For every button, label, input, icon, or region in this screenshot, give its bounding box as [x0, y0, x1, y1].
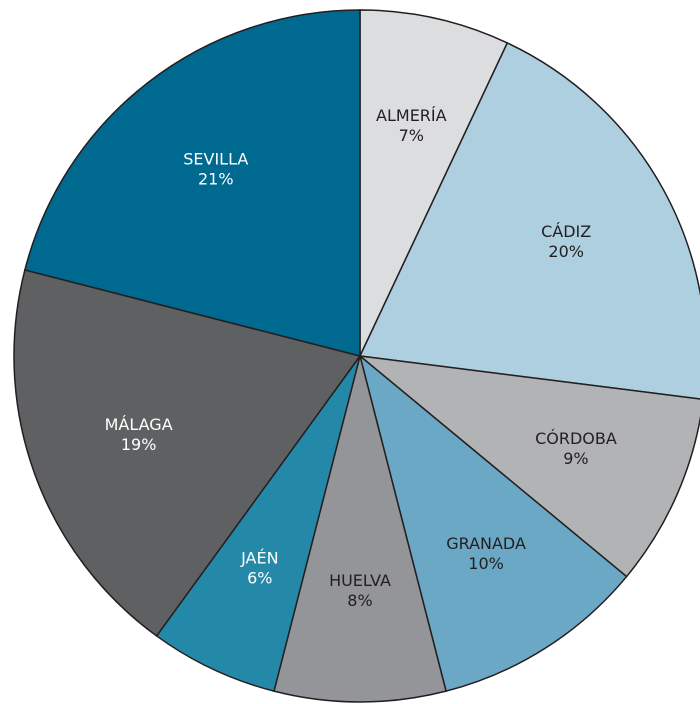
slice-value-label: 21%: [198, 170, 234, 189]
slice-value-label: 9%: [563, 449, 588, 468]
slice-value-label: 19%: [121, 435, 157, 454]
slice-label: CÁDIZ: [541, 222, 591, 241]
pie-slice: [358, 353, 628, 693]
pie-slice: [155, 355, 361, 693]
slice-label: HUELVA: [329, 571, 391, 590]
pie-slice: [358, 41, 700, 400]
slice-label: ALMERÍA: [376, 106, 447, 125]
slice-label: MÁLAGA: [105, 415, 173, 434]
pie-slice: [13, 269, 362, 637]
slice-value-label: 20%: [548, 242, 584, 261]
pie-slice: [273, 355, 447, 703]
pie-slice: [357, 354, 700, 578]
slice-label: CÓRDOBA: [535, 429, 617, 448]
slice-value-label: 8%: [347, 591, 372, 610]
pie-slice: [23, 9, 361, 357]
slice-label: JAÉN: [240, 548, 278, 567]
slice-label: GRANADA: [446, 534, 526, 553]
pie-slice: [359, 9, 509, 357]
slice-value-label: 6%: [247, 568, 272, 587]
slice-value-label: 10%: [468, 554, 504, 573]
slice-value-label: 7%: [399, 126, 424, 145]
slice-label: SEVILLA: [183, 150, 248, 169]
